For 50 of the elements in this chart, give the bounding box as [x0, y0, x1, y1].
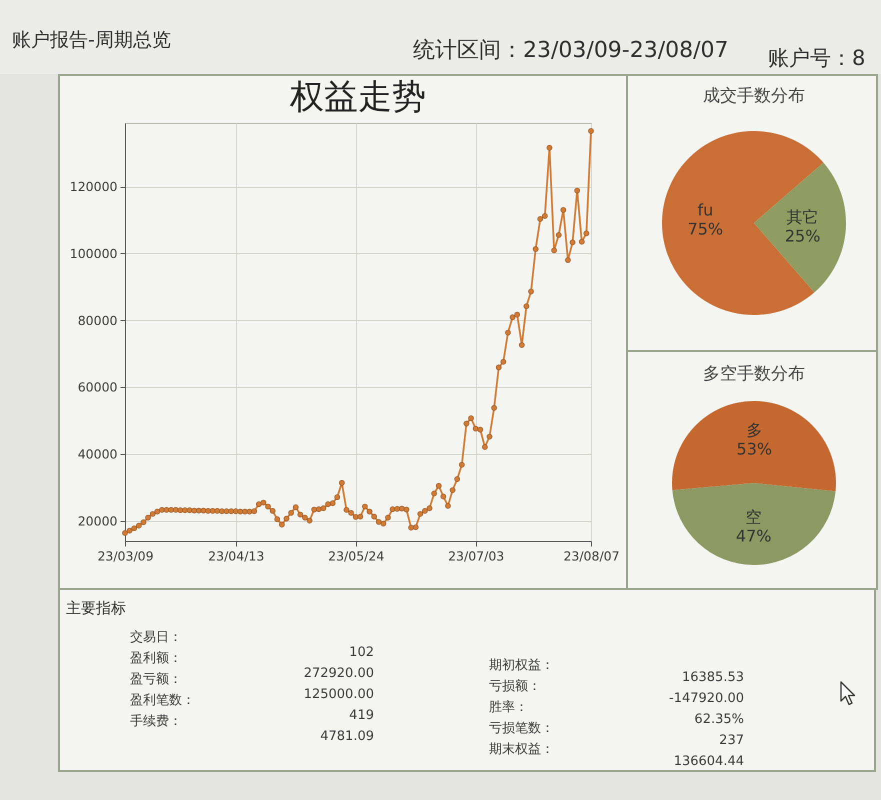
- text: 手续费：: [130, 714, 182, 730]
- x-tick-label: 23/04/13: [208, 548, 264, 564]
- text: 盈亏额：: [130, 672, 182, 688]
- x-tick-label: 23/03/09: [97, 548, 154, 564]
- chart-title: 多空手数分布: [703, 364, 805, 384]
- slice-label: fu: [697, 200, 714, 220]
- pie-slice: [662, 131, 824, 315]
- text: 62.35%: [694, 712, 744, 728]
- text: 统计区间：23/03/09-23/08/07: [413, 38, 729, 64]
- data-label: 75%: [688, 220, 724, 239]
- y-tick-label: 60000: [78, 380, 118, 395]
- text: 136604.44: [674, 754, 744, 770]
- data-label: 25%: [784, 226, 820, 246]
- y-tick-label: 80000: [78, 312, 118, 328]
- x-tick-label: 23/05/24: [328, 548, 384, 564]
- slice-label: 其它: [786, 207, 819, 226]
- text: 16385.53: [682, 670, 744, 686]
- data-label: 47%: [736, 526, 772, 546]
- text: 亏损额：: [489, 679, 541, 695]
- x-tick-label: 23/07/03: [448, 548, 504, 564]
- text: 主要指标: [66, 599, 126, 618]
- slice-label: 多: [746, 420, 762, 440]
- pie-slice: [672, 401, 836, 492]
- text: 交易日：: [130, 630, 182, 646]
- text: 账户报告-周期总览: [12, 29, 171, 52]
- y-tick-label: 120000: [70, 179, 118, 194]
- y-tick-label: 20000: [78, 513, 118, 528]
- text: 胜率：: [489, 700, 528, 716]
- y-tick-label: 100000: [70, 246, 118, 261]
- text: 125000.00: [304, 687, 374, 703]
- text: -147920.00: [669, 691, 744, 707]
- chart-title: 成交手数分布: [703, 86, 805, 106]
- text: 账户号：8: [768, 46, 866, 70]
- text: 237: [719, 733, 744, 749]
- x-tick-label: 23/08/07: [563, 548, 620, 564]
- text: 4781.09: [320, 729, 374, 745]
- text: 272920.00: [304, 666, 374, 682]
- y-tick-label: 40000: [78, 446, 118, 462]
- slice-label: 空: [746, 507, 762, 526]
- text: 盈利笔数：: [130, 693, 195, 709]
- text: 419: [349, 708, 374, 724]
- text: 102: [349, 645, 374, 661]
- pie-slice: [672, 483, 836, 565]
- text: 期末权益：: [489, 742, 554, 758]
- text: 盈利额：: [130, 651, 182, 667]
- chart-title: 权益走势: [289, 77, 426, 117]
- pie-slice: [754, 162, 846, 292]
- data-label: 53%: [736, 440, 772, 459]
- text: 亏损笔数：: [489, 721, 554, 737]
- text: 期初权益：: [489, 658, 554, 674]
